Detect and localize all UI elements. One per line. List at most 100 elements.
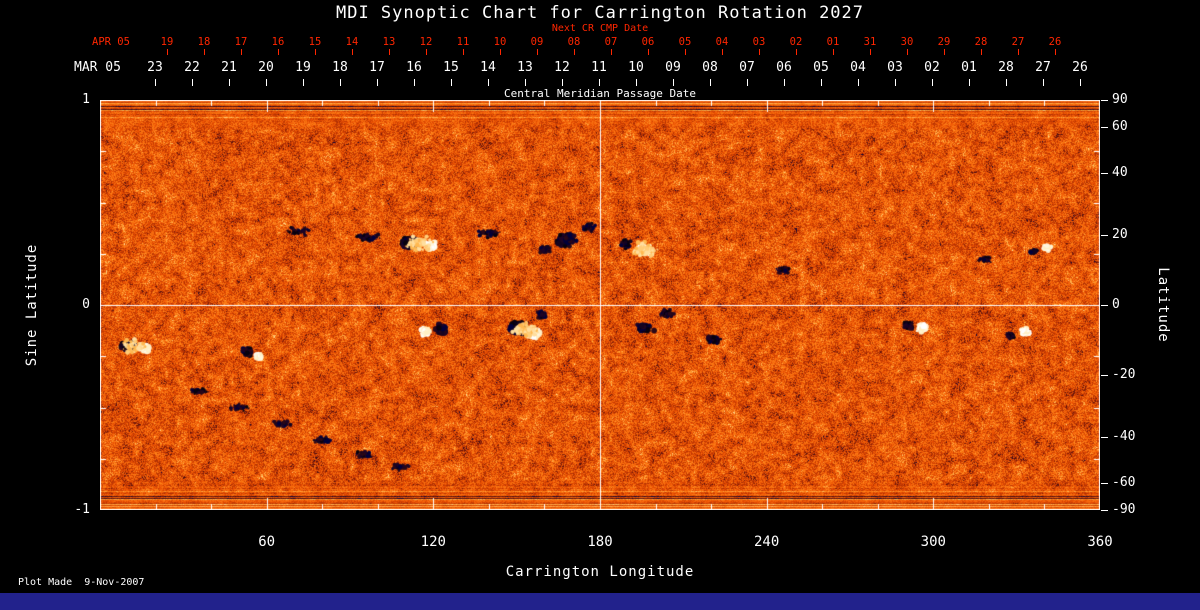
top-axis-white-tick bbox=[1080, 79, 1081, 86]
right-axis-tick-label: -20 bbox=[1112, 367, 1136, 383]
top-axis-red-tick-label: 05 bbox=[678, 36, 692, 48]
magnetogram-canvas bbox=[100, 100, 1100, 510]
top-axis-white-tick bbox=[562, 79, 563, 86]
top-axis-white-tick-label: 01 bbox=[961, 60, 977, 75]
right-axis-tick-label: 60 bbox=[1112, 119, 1128, 135]
x-axis-tick-label: 360 bbox=[1087, 534, 1113, 550]
right-axis-tick-label: -60 bbox=[1112, 474, 1136, 490]
top-axis-red-tick-label: 29 bbox=[937, 36, 951, 48]
left-axis-tick-label: -1 bbox=[74, 502, 90, 517]
top-axis-red-tick-label: 03 bbox=[752, 36, 766, 48]
top-axis-red-tick bbox=[167, 49, 168, 55]
top-axis-red-tick bbox=[870, 49, 871, 55]
top-axis-white-tick bbox=[451, 79, 452, 86]
top-axis-red-tick-label: 19 bbox=[160, 36, 174, 48]
right-axis-tick-label: -40 bbox=[1112, 428, 1136, 444]
magnetogram-plot bbox=[100, 100, 1100, 510]
top-axis-white-tick-label: 04 bbox=[850, 60, 866, 75]
central-meridian-passage-label: Central Meridian Passage Date bbox=[503, 87, 697, 100]
top-axis-red-tick bbox=[537, 49, 538, 55]
top-axis-red-tick bbox=[352, 49, 353, 55]
top-axis-red-tick bbox=[796, 49, 797, 55]
top-axis-white-tick bbox=[192, 79, 193, 86]
top-axis-white-tick-label: 15 bbox=[443, 60, 459, 75]
top-axis-red-tick-label: 09 bbox=[530, 36, 544, 48]
top-axis-red-tick-label: 04 bbox=[715, 36, 729, 48]
top-axis-red-tick-label: 11 bbox=[456, 36, 470, 48]
top-axis-white-tick bbox=[599, 79, 600, 86]
x-axis-tick-label: 120 bbox=[420, 534, 446, 550]
y-axis-label-right: Latitude bbox=[1155, 267, 1171, 343]
x-axis-tick-label: 180 bbox=[587, 534, 613, 550]
top-axis-white-tick-label: 17 bbox=[369, 60, 385, 75]
top-axis-white-tick bbox=[858, 79, 859, 86]
top-axis-white-tick-label: 14 bbox=[480, 60, 496, 75]
top-axis-white-tick bbox=[525, 79, 526, 86]
top-axis-red-tick bbox=[1018, 49, 1019, 55]
top-axis-white-tick-label: 03 bbox=[887, 60, 903, 75]
top-axis-red-tick bbox=[574, 49, 575, 55]
right-axis-tick bbox=[1101, 234, 1108, 236]
top-axis-red-tick-label: 28 bbox=[974, 36, 988, 48]
top-axis-white-tick bbox=[1043, 79, 1044, 86]
y-axis-label-left: Sine Latitude bbox=[24, 243, 40, 367]
top-axis-white-tick bbox=[636, 79, 637, 86]
top-axis-white-tick-label: 13 bbox=[517, 60, 533, 75]
right-axis-tick bbox=[1101, 375, 1108, 377]
top-axis-red-tick-label: 15 bbox=[308, 36, 322, 48]
top-axis-red-tick bbox=[685, 49, 686, 55]
top-axis-white-tick-label: 06 bbox=[776, 60, 792, 75]
top-axis-white-tick bbox=[895, 79, 896, 86]
top-axis-white-tick-label: 22 bbox=[184, 60, 200, 75]
top-axis-white-tick-label: 28 bbox=[998, 60, 1014, 75]
top-axis-white-tick bbox=[932, 79, 933, 86]
top-axis-white-tick bbox=[377, 79, 378, 86]
top-axis-white-tick-label: 27 bbox=[1035, 60, 1051, 75]
right-axis-tick-label: -90 bbox=[1112, 502, 1136, 517]
bottom-colorbar bbox=[0, 593, 1200, 610]
top-axis-red-tick bbox=[1055, 49, 1056, 55]
top-axis-red-tick-label: 06 bbox=[641, 36, 655, 48]
top-axis-white-tick bbox=[969, 79, 970, 86]
top-axis-red-tick-label: 08 bbox=[567, 36, 581, 48]
top-axis-white-tick-label: 18 bbox=[332, 60, 348, 75]
top-axis-red-tick-label: 12 bbox=[419, 36, 433, 48]
top-axis-red-tick bbox=[981, 49, 982, 55]
top-axis-red-tick bbox=[463, 49, 464, 55]
top-axis-red-tick bbox=[241, 49, 242, 55]
top-axis-red-tick bbox=[648, 49, 649, 55]
x-axis-tick-label: 60 bbox=[258, 534, 276, 550]
top-axis-red-tick bbox=[907, 49, 908, 55]
right-axis-tick bbox=[1101, 127, 1108, 129]
top-axis-white-tick-label: 21 bbox=[221, 60, 237, 75]
top-axis-white-tick-label: 10 bbox=[628, 60, 644, 75]
white-axis-start-date: MAR 05 bbox=[74, 60, 121, 75]
next-cr-cmp-date-label: Next CR CMP Date bbox=[551, 23, 649, 34]
top-axis-red-tick bbox=[944, 49, 945, 55]
top-axis-red-tick bbox=[204, 49, 205, 55]
top-axis-white-tick bbox=[710, 79, 711, 86]
x-axis-tick-label: 240 bbox=[754, 534, 780, 550]
red-axis-start-date: APR 05 bbox=[92, 36, 130, 48]
right-axis-tick-label: 20 bbox=[1112, 226, 1128, 242]
top-axis-white-tick-label: 09 bbox=[665, 60, 681, 75]
top-axis-white-tick bbox=[266, 79, 267, 86]
top-axis-white-tick-label: 11 bbox=[591, 60, 607, 75]
top-axis-red-tick-label: 16 bbox=[271, 36, 285, 48]
x-axis-label: Carrington Longitude bbox=[505, 564, 695, 580]
top-axis-white-tick bbox=[821, 79, 822, 86]
top-axis-red-tick-label: 26 bbox=[1048, 36, 1062, 48]
top-axis-white-tick bbox=[303, 79, 304, 86]
top-axis-white-tick-label: 19 bbox=[295, 60, 311, 75]
top-axis-red-tick bbox=[759, 49, 760, 55]
top-axis-red-tick bbox=[722, 49, 723, 55]
top-axis-white-tick-label: 02 bbox=[924, 60, 940, 75]
top-axis-red-tick bbox=[500, 49, 501, 55]
top-axis-red-tick bbox=[833, 49, 834, 55]
top-axis-white-tick bbox=[414, 79, 415, 86]
right-axis-tick bbox=[1101, 100, 1108, 101]
top-axis-white-tick-label: 07 bbox=[739, 60, 755, 75]
top-axis-red-tick bbox=[611, 49, 612, 55]
top-axis-white-tick bbox=[784, 79, 785, 86]
